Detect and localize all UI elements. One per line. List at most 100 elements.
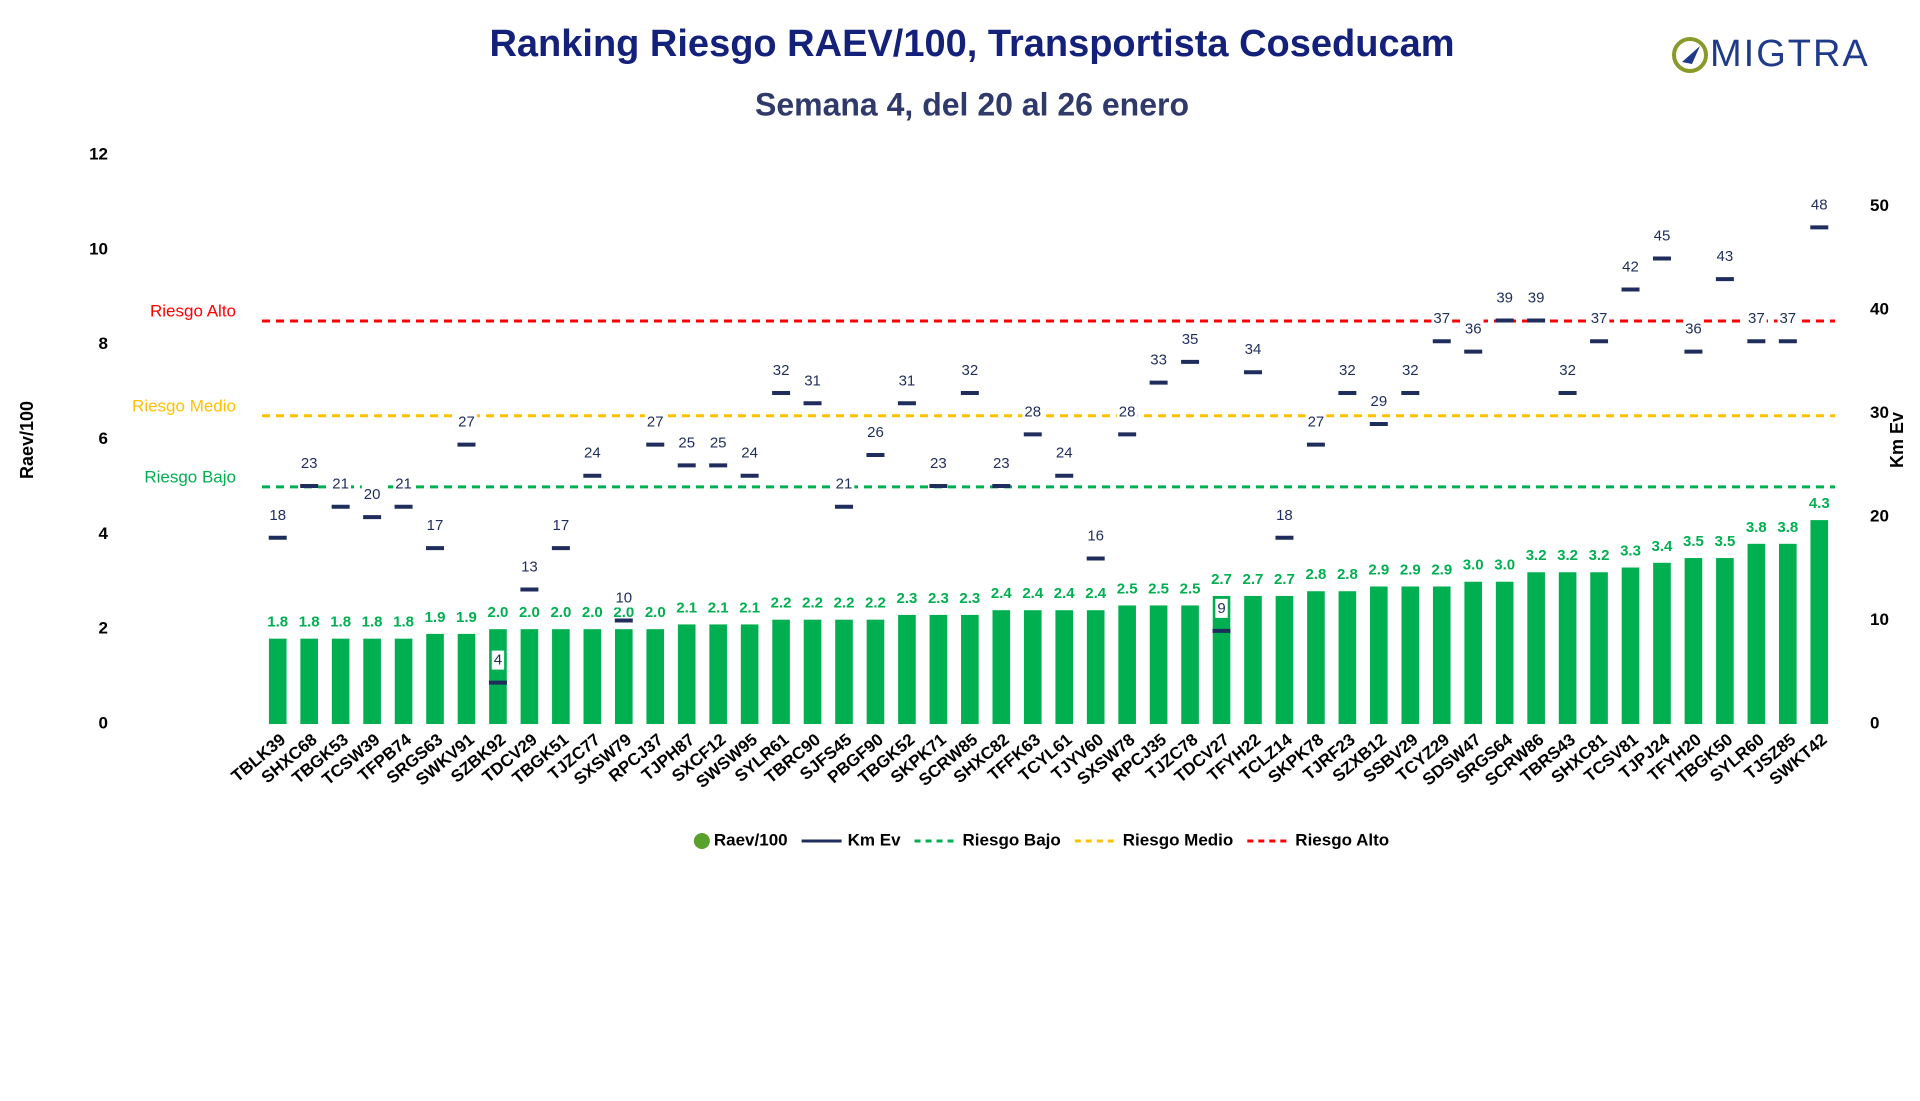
y-tick-label: 6 — [99, 429, 108, 448]
reference-label: Riesgo Alto — [150, 301, 236, 320]
km-value-label: 39 — [1496, 289, 1513, 306]
km-label-bg — [1746, 309, 1767, 329]
km-label-bg — [1399, 360, 1421, 380]
bar — [300, 638, 318, 724]
km-label-bg — [1022, 402, 1044, 422]
km-label-bg — [676, 433, 698, 453]
legend-label: Riesgo Bajo — [963, 830, 1061, 849]
bar-value-label: 3.3 — [1620, 542, 1641, 559]
km-label-bg — [1179, 329, 1201, 349]
km-value-label: 45 — [1654, 227, 1671, 244]
km-value-label: 25 — [678, 434, 695, 451]
bar — [677, 624, 696, 724]
bar — [614, 629, 633, 724]
bar — [1338, 591, 1357, 724]
bar — [1212, 595, 1231, 724]
bar — [394, 638, 413, 724]
legend-label: Km Ev — [848, 830, 901, 849]
bar-value-label: 3.8 — [1777, 519, 1798, 536]
km-label-bg — [1337, 360, 1358, 380]
km-label-bg — [550, 516, 572, 536]
bar — [520, 629, 539, 724]
km-value-label: 21 — [836, 476, 853, 493]
legend-label: Riesgo Medio — [1123, 830, 1234, 849]
bar-value-label: 2.7 — [1243, 571, 1264, 588]
km-value-label: 35 — [1182, 331, 1199, 348]
bar-value-label: 1.9 — [456, 609, 477, 626]
y2-tick-label: 20 — [1870, 507, 1889, 526]
bar — [489, 629, 507, 724]
bar-value-label: 2.0 — [550, 604, 571, 621]
logo-icon — [1672, 37, 1708, 73]
km-value-label: 21 — [395, 476, 412, 493]
bar-value-label: 2.0 — [582, 604, 603, 621]
y2-tick-label: 40 — [1870, 300, 1889, 319]
km-value-label: 27 — [458, 414, 475, 431]
km-value-label: 18 — [269, 507, 286, 524]
km-label-bg — [581, 443, 603, 463]
km-label-bg — [1053, 443, 1075, 463]
km-label-bg — [1808, 195, 1830, 215]
bar-value-label: 1.8 — [299, 614, 320, 631]
bar-value-label: 2.5 — [1180, 580, 1201, 597]
km-label-bg — [928, 454, 949, 474]
bar-value-label: 1.8 — [362, 614, 383, 631]
bar-value-label: 3.4 — [1652, 538, 1674, 555]
legend-label: Raev/100 — [714, 830, 788, 849]
km-value-label: 32 — [1402, 362, 1419, 379]
bar — [1779, 543, 1797, 724]
bar-value-label: 2.1 — [676, 599, 697, 616]
bar — [1590, 572, 1608, 724]
km-value-label: 10 — [615, 590, 632, 607]
km-value-label: 33 — [1150, 352, 1167, 369]
km-value-label: 42 — [1622, 258, 1639, 275]
y2-tick-label: 0 — [1870, 713, 1879, 732]
km-label-bg — [1215, 598, 1228, 618]
logo-arrow — [1682, 46, 1700, 64]
legend-swatch — [693, 833, 710, 849]
km-value-label: 17 — [553, 517, 570, 534]
y2-tick-label: 10 — [1870, 610, 1889, 629]
bar — [363, 638, 381, 724]
km-value-label: 24 — [584, 445, 601, 462]
bar-value-label: 2.0 — [613, 604, 634, 621]
bar-value-label: 2.5 — [1148, 580, 1169, 597]
km-label-bg — [393, 474, 414, 494]
bar — [1558, 572, 1577, 724]
km-value-label: 32 — [962, 362, 979, 379]
km-label-bg — [1116, 402, 1138, 422]
km-label-bg — [1305, 412, 1327, 432]
km-value-label: 48 — [1811, 196, 1828, 213]
bar — [331, 638, 350, 724]
km-label-bg — [644, 412, 666, 432]
bar — [1244, 595, 1262, 724]
bar — [1307, 591, 1325, 724]
bar-value-label: 2.3 — [928, 590, 949, 607]
bar-value-label: 2.1 — [739, 599, 760, 616]
km-value-label: 37 — [1433, 310, 1450, 327]
bar-value-label: 2.5 — [1117, 580, 1138, 597]
km-label-bg — [1494, 288, 1516, 308]
km-label-bg — [990, 454, 1012, 474]
bar-value-label: 3.2 — [1526, 547, 1547, 564]
km-label-bg — [865, 422, 886, 442]
km-value-label: 28 — [1024, 403, 1041, 420]
km-label-bg — [1274, 505, 1295, 525]
km-value-label: 27 — [647, 414, 664, 431]
bar-value-label: 2.0 — [645, 604, 666, 621]
km-value-label: 37 — [1591, 310, 1608, 327]
km-value-label: 25 — [710, 434, 727, 451]
km-value-label: 4 — [494, 652, 502, 669]
bar — [1370, 586, 1388, 724]
km-value-label: 26 — [867, 424, 884, 441]
bar — [1086, 610, 1105, 724]
legend-label: Riesgo Alto — [1295, 830, 1389, 849]
km-label-bg — [1557, 360, 1578, 380]
y2-tick-label: 30 — [1870, 403, 1889, 422]
km-label-bg — [833, 474, 855, 494]
km-value-label: 13 — [521, 558, 538, 575]
km-value-label: 23 — [301, 455, 318, 472]
km-label-bg — [1462, 319, 1484, 339]
bar-value-label: 2.7 — [1274, 571, 1295, 588]
